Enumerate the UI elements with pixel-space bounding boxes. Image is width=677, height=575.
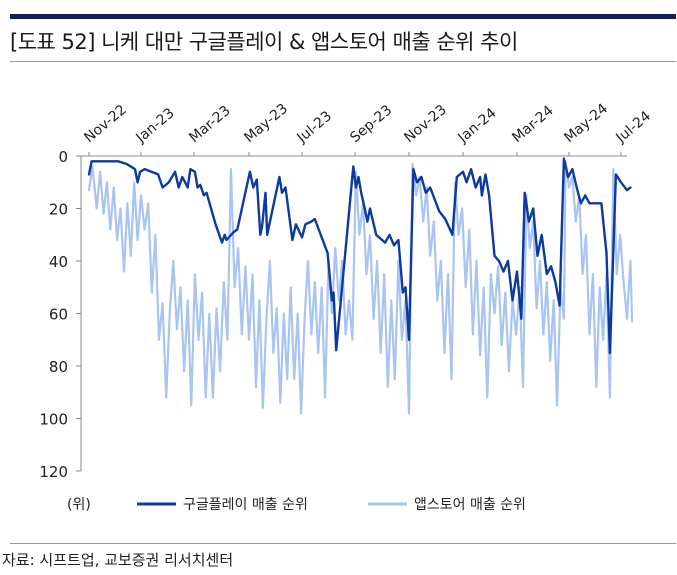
title-divider <box>10 61 676 62</box>
x-tick-label: Mar-24 <box>509 103 556 146</box>
y-tick-label: 80 <box>49 358 68 376</box>
y-tick-label: 20 <box>49 201 68 219</box>
x-tick-label: Jan-23 <box>133 105 178 146</box>
y-tick-label: 0 <box>58 148 68 166</box>
x-tick-label: Sep-23 <box>347 102 395 146</box>
x-tick-label: May-23 <box>241 101 291 146</box>
x-tick-label: Jul-23 <box>294 108 336 146</box>
legend-label-google-play: 구글플레이 매출 순위 <box>183 497 308 513</box>
y-tick-label: 60 <box>49 306 68 324</box>
title-top-bar <box>10 14 676 19</box>
y-tick-label: 100 <box>39 411 68 429</box>
chart-title: [도표 52] 니케 대만 구글플레이 & 앱스토어 매출 순위 추이 <box>10 30 518 54</box>
footer-divider <box>10 543 676 544</box>
x-tick-label: Mar-23 <box>186 103 233 146</box>
x-tick-label: Nov-22 <box>81 102 129 146</box>
x-tick-label: May-24 <box>561 101 611 146</box>
legend-label-appstore: 앱스토어 매출 순위 <box>414 497 526 513</box>
source-note: 자료: 시프트업, 교보증권 리서치센터 <box>2 551 234 569</box>
appstore-rank-line <box>87 160 634 415</box>
google-play-rank-line <box>87 157 632 355</box>
y-unit-label: (위) <box>67 497 91 513</box>
x-tick-label: Jan-24 <box>455 105 500 147</box>
x-tick-label: Nov-23 <box>401 102 449 146</box>
x-tick-label: Jul-24 <box>613 108 655 147</box>
y-tick-label: 120 <box>39 463 68 481</box>
y-tick-label: 40 <box>49 253 68 271</box>
